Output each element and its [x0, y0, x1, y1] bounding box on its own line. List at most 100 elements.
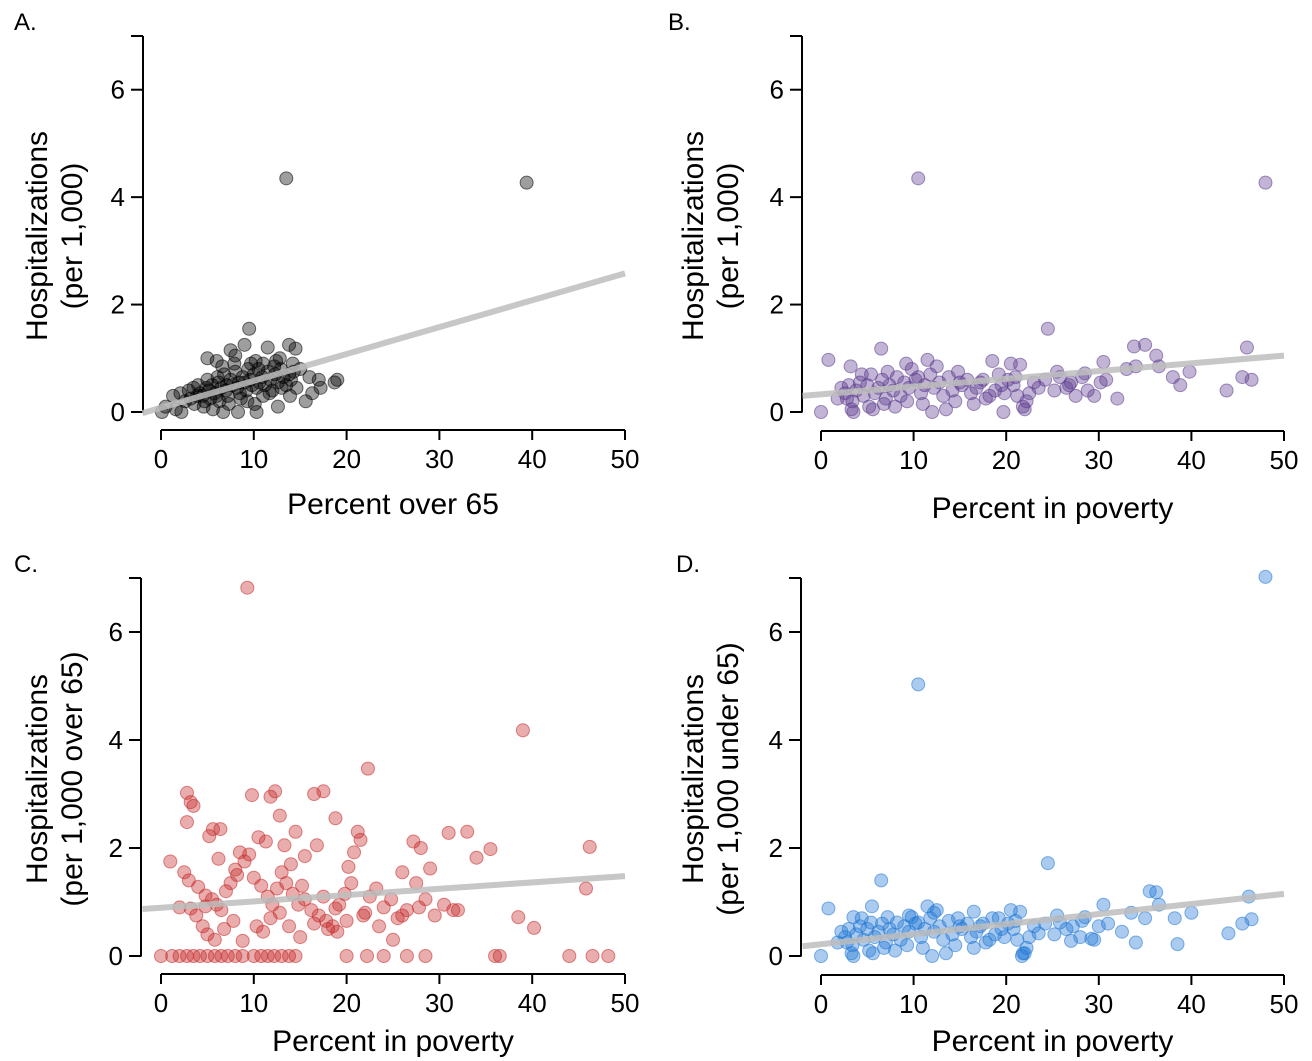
- regression-line: [802, 890, 1285, 950]
- regression-line: [141, 270, 626, 416]
- data-point: [911, 677, 926, 692]
- data-point: [939, 402, 954, 417]
- data-point: [582, 839, 597, 854]
- data-point: [911, 915, 926, 930]
- data-point: [1013, 357, 1028, 372]
- y-tick-label: 4: [109, 725, 123, 755]
- data-point: [1047, 383, 1062, 398]
- y-axis-title-line1: Hospitalizations: [21, 131, 54, 341]
- data-point: [852, 919, 867, 934]
- data-point: [1170, 937, 1185, 952]
- data-point: [339, 949, 354, 963]
- data-point: [1010, 932, 1025, 947]
- data-point: [814, 949, 828, 963]
- data-point: [450, 903, 465, 918]
- y-tick-label: 4: [770, 182, 784, 212]
- data-point: [427, 908, 442, 923]
- x-axis-title: Percent in poverty: [272, 1025, 514, 1058]
- data-point: [860, 922, 875, 936]
- y-axis-title-line2: (per 1,000): [712, 163, 745, 310]
- data-point: [246, 949, 261, 963]
- x-tick-label: 20: [992, 445, 1021, 475]
- data-point: [874, 341, 889, 356]
- data-point: [888, 399, 903, 414]
- data-point: [1149, 885, 1164, 900]
- y-tick-label: 6: [769, 617, 783, 647]
- data-point: [227, 356, 242, 371]
- panel-d: D. 0 2 4 6 0 10 20 30 40 50 Percent in poverty Hospi…: [676, 551, 1298, 1058]
- data-point: [1093, 375, 1108, 390]
- panel-a: A. 0 2 4 6 0 10 20 30 40 50 Percent over 65 Hospital…: [14, 9, 639, 521]
- data-point: [213, 822, 228, 837]
- panel-b: B. 0 2 4 6 0 10 20 30 40 50 Percent in poverty Hospi…: [668, 9, 1298, 525]
- panel-label: B.: [668, 9, 691, 36]
- data-point: [209, 353, 224, 368]
- data-point: [200, 927, 215, 942]
- data-point: [220, 949, 235, 963]
- data-point: [880, 910, 895, 925]
- data-point: [878, 391, 893, 406]
- data-point: [341, 859, 356, 874]
- data-point: [274, 380, 289, 395]
- data-point: [226, 913, 241, 928]
- data-point: [254, 878, 269, 893]
- data-point: [288, 824, 303, 839]
- data-point: [864, 899, 879, 914]
- data-point: [1040, 321, 1055, 336]
- data-point: [834, 924, 849, 939]
- x-tick-label: 0: [154, 988, 168, 1018]
- data-point: [242, 321, 257, 336]
- data-point: [339, 913, 354, 928]
- data-points: [814, 171, 1273, 419]
- data-point: [228, 862, 243, 877]
- data-point: [295, 878, 310, 893]
- data-point: [929, 359, 944, 374]
- data-point: [1149, 348, 1164, 363]
- data-point: [272, 905, 287, 920]
- data-point: [1258, 569, 1273, 584]
- x-tick-label: 30: [425, 444, 454, 474]
- data-point: [446, 903, 461, 918]
- data-point: [205, 822, 220, 837]
- data-point: [263, 789, 278, 804]
- data-point: [328, 811, 343, 826]
- data-point: [929, 903, 944, 918]
- x-tick-label: 20: [332, 444, 361, 474]
- y-axis-title-line1: Hospitalizations: [677, 674, 710, 884]
- x-tick-label: 0: [814, 445, 828, 475]
- data-point: [240, 580, 255, 595]
- y-tick-label: 6: [770, 75, 784, 105]
- data-point: [282, 919, 297, 934]
- data-point: [915, 940, 930, 955]
- data-point: [353, 832, 368, 847]
- data-point: [311, 372, 326, 387]
- data-point: [288, 341, 303, 356]
- data-point: [395, 865, 410, 880]
- data-point: [228, 949, 243, 963]
- y-axis-title-line1: Hospitalizations: [677, 131, 710, 341]
- x-tick-label: 10: [239, 988, 268, 1018]
- y-tick-label: 2: [770, 290, 784, 320]
- data-point: [460, 824, 475, 839]
- x-tick-label: 50: [611, 444, 640, 474]
- x-axis-title: Percent in poverty: [932, 1025, 1174, 1058]
- data-point: [189, 908, 204, 923]
- y-tick-label: 2: [109, 833, 123, 863]
- x-axis-title: Percent over 65: [287, 488, 499, 521]
- x-tick-label: 20: [992, 989, 1021, 1019]
- y-axis-title-line2: (per 1,000 under 65): [712, 642, 745, 916]
- data-point: [330, 924, 345, 939]
- data-point: [251, 830, 266, 845]
- data-point: [562, 949, 577, 963]
- data-point: [274, 949, 289, 963]
- data-point: [483, 842, 498, 857]
- data-point: [154, 949, 168, 963]
- data-point: [601, 949, 616, 963]
- data-point: [249, 405, 264, 419]
- data-point: [900, 394, 915, 409]
- x-tick-label: 40: [518, 988, 547, 1018]
- data-point: [1110, 391, 1125, 406]
- data-point: [899, 356, 914, 371]
- data-point: [527, 920, 542, 935]
- x-tick-label: 30: [425, 988, 454, 1018]
